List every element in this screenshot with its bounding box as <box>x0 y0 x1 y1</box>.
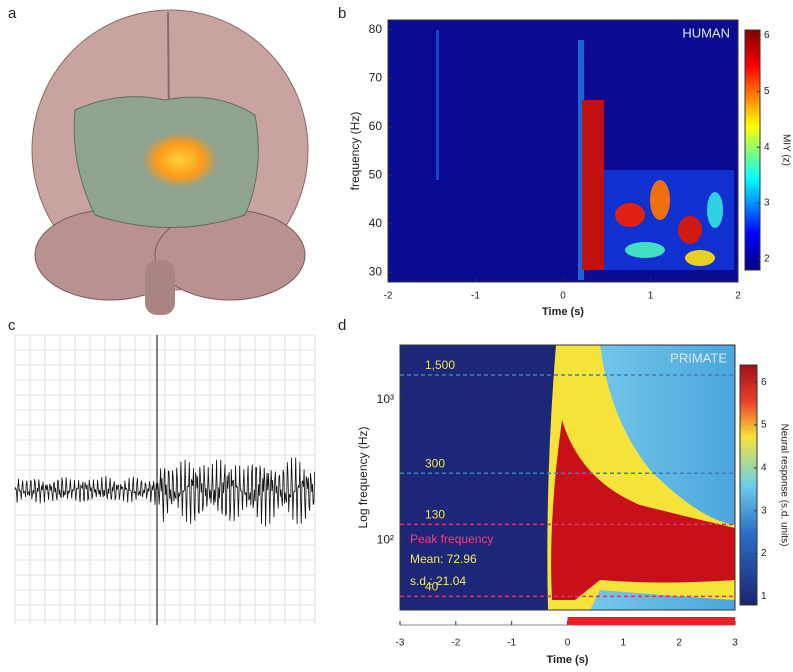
colorbar <box>739 364 758 606</box>
colorbar-tick-label: 3 <box>761 505 767 516</box>
colorbar-tick-label: 4 <box>764 142 770 153</box>
colorbar-tick-label: 2 <box>761 548 767 559</box>
y-tick-label: 10³ <box>377 392 394 406</box>
panel-label: c <box>8 317 16 334</box>
y-tick-label: 70 <box>369 70 383 84</box>
colorbar <box>744 29 761 271</box>
x-axis-title: Time (s) <box>547 654 589 666</box>
colorbar-title: Neural response (s.d. units) <box>778 424 789 547</box>
x-axis-title: Time (s) <box>542 306 584 318</box>
colorbar-title: MIY (z) <box>780 134 791 166</box>
reference-label: 1,500 <box>425 358 455 372</box>
y-tick-label: 30 <box>369 264 383 278</box>
colorbar-tick-label: 3 <box>764 198 770 209</box>
panel-label: a <box>8 5 17 22</box>
y-tick-label: 80 <box>369 22 383 36</box>
x-tick-label: 1 <box>621 638 627 649</box>
y-tick-label: 40 <box>369 216 383 230</box>
reference-label: 300 <box>425 456 445 470</box>
colorbar-tick-label: 6 <box>761 377 767 388</box>
x-tick-label: -1 <box>507 638 516 649</box>
plot-frame <box>399 344 736 611</box>
y-tick-label: 50 <box>369 167 383 181</box>
brain-render <box>31 9 309 315</box>
peak-sd: s.d.: 21.04 <box>410 574 466 588</box>
peak-mean: Mean: 72.96 <box>410 552 477 566</box>
x-tick-label: -3 <box>396 638 405 649</box>
annotation: HUMAN <box>682 25 730 40</box>
heatmap-primate <box>400 345 735 610</box>
peak-title: Peak frequency <box>410 532 493 546</box>
x-tick-label: -2 <box>384 291 393 302</box>
colorbar-tick-label: 5 <box>761 420 767 431</box>
x-tick-label: 1 <box>648 291 654 302</box>
x-tick-label: 3 <box>732 638 738 649</box>
colorbar-tick-label: 6 <box>764 30 770 41</box>
x-tick-label: 0 <box>565 638 571 649</box>
colorbar-tick-label: 4 <box>761 462 767 473</box>
colorbar-tick-label: 1 <box>761 591 767 602</box>
x-tick-label: 0 <box>560 291 566 302</box>
x-tick-label: 2 <box>735 291 741 302</box>
y-axis-title: Log frequency (Hz) <box>356 426 370 528</box>
reference-label: 130 <box>425 508 445 522</box>
colorbar-tick-label: 2 <box>764 253 770 264</box>
y-axis-title: frequency (Hz) <box>348 112 362 191</box>
y-tick-label: 10² <box>377 533 394 547</box>
x-tick-label: -1 <box>471 291 480 302</box>
annotation: PRIMATE <box>670 350 727 365</box>
colorbar-tick-label: 5 <box>764 86 770 97</box>
heatmap-human <box>388 20 738 282</box>
panel-label: d <box>338 317 346 334</box>
x-tick-label: 2 <box>676 638 682 649</box>
y-tick-label: 60 <box>369 119 383 133</box>
panel-label: b <box>338 5 346 22</box>
reference-label: 40 <box>425 580 439 594</box>
stimulus-bar <box>567 617 735 625</box>
eeg-trace-panel <box>14 334 316 625</box>
x-tick-label: -2 <box>451 638 460 649</box>
